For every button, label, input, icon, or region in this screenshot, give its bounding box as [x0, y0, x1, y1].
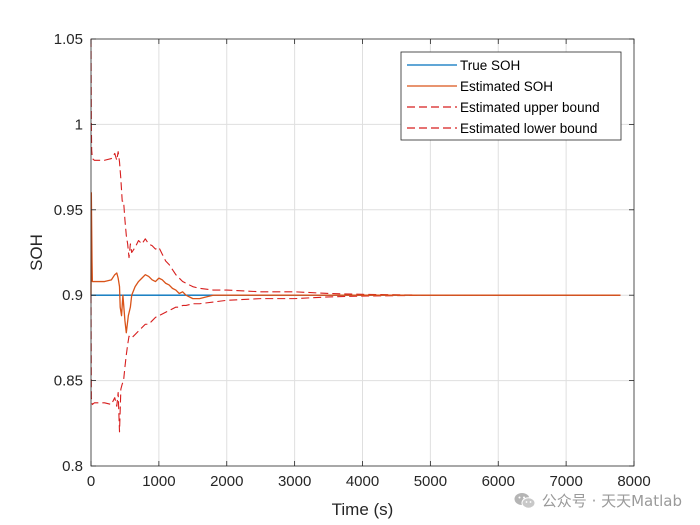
y-tick-label: 0.85	[54, 373, 83, 390]
y-tick-label: 1	[75, 116, 83, 133]
x-tick-label: 7000	[549, 473, 582, 490]
y-tick-label: 0.95	[54, 202, 83, 219]
legend-label: Estimated lower bound	[460, 121, 597, 136]
axis-ticks: 0 1000 2000 3000 4000 5000 6000 7000 8000 0.8 0.85…	[54, 31, 651, 490]
legend: True SOH Estimated SOH Estimated upper bou…	[400, 51, 622, 141]
legend-label: Estimated upper bound	[460, 100, 600, 115]
x-tick-label: 3000	[278, 473, 311, 490]
watermark: 公众号 · 天天Matlab	[514, 490, 682, 511]
x-tick-label: 2000	[210, 473, 243, 490]
x-tick-label: 1000	[142, 473, 175, 490]
x-tick-label: 0	[87, 473, 95, 490]
wechat-icon	[514, 492, 536, 510]
x-tick-label: 6000	[482, 473, 515, 490]
legend-box	[400, 51, 622, 141]
x-axis-label: Time (s)	[332, 500, 394, 519]
legend-label: True SOH	[460, 58, 520, 73]
series-line-estimated-lower-bound	[90, 294, 621, 433]
series-line-estimated-soh	[90, 192, 621, 334]
y-tick-label: 0.8	[62, 458, 83, 475]
x-tick-label: 8000	[617, 473, 650, 490]
y-axis-label: SOH	[27, 234, 46, 271]
y-tick-label: 1.05	[54, 31, 83, 48]
watermark-text: 公众号 · 天天Matlab	[541, 492, 682, 510]
x-tick-label: 5000	[414, 473, 447, 490]
series-line-estimated-upper-bound	[90, 38, 621, 296]
series-layer	[90, 38, 621, 433]
legend-label: Estimated SOH	[460, 79, 553, 94]
x-tick-label: 4000	[346, 473, 379, 490]
y-tick-label: 0.9	[62, 287, 83, 304]
